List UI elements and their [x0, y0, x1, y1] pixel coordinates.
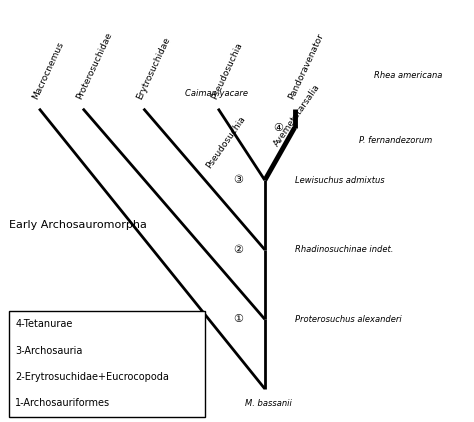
Text: ④: ④	[273, 122, 283, 133]
Text: Pseudosuchia: Pseudosuchia	[210, 41, 244, 101]
Text: Proterosuchus alexanderi: Proterosuchus alexanderi	[295, 315, 401, 324]
Text: ①: ①	[233, 314, 243, 324]
Text: Lewisuchus admixtus: Lewisuchus admixtus	[295, 176, 384, 185]
Text: 4-Tetanurae: 4-Tetanurae	[15, 319, 73, 330]
Text: 1-Archosauriformes: 1-Archosauriformes	[15, 398, 110, 408]
Text: Erytrosuchidae: Erytrosuchidae	[136, 35, 172, 101]
Text: P. fernandezorum: P. fernandezorum	[359, 136, 433, 145]
Text: Early Archosauromorpha: Early Archosauromorpha	[9, 220, 147, 230]
Text: Rhadinosuchinae indet.: Rhadinosuchinae indet.	[295, 245, 393, 254]
Text: Avemetatarsalia: Avemetatarsalia	[272, 83, 322, 149]
Text: Proterosuchidae: Proterosuchidae	[75, 31, 114, 101]
Text: Macrocnemus: Macrocnemus	[31, 40, 66, 101]
Text: Caiman yacare: Caiman yacare	[185, 89, 248, 98]
Text: Pandoravenator: Pandoravenator	[286, 32, 325, 101]
Text: Pseudosuchia: Pseudosuchia	[204, 114, 247, 170]
Text: ③: ③	[233, 175, 243, 185]
Text: 2-Erytrosuchidae+Eucrocopoda: 2-Erytrosuchidae+Eucrocopoda	[15, 372, 169, 382]
FancyBboxPatch shape	[9, 311, 205, 417]
Text: Rhea americana: Rhea americana	[374, 71, 443, 81]
Text: M. bassanii: M. bassanii	[245, 399, 292, 408]
Text: ②: ②	[233, 245, 243, 255]
Text: 3-Archosauria: 3-Archosauria	[15, 346, 82, 356]
